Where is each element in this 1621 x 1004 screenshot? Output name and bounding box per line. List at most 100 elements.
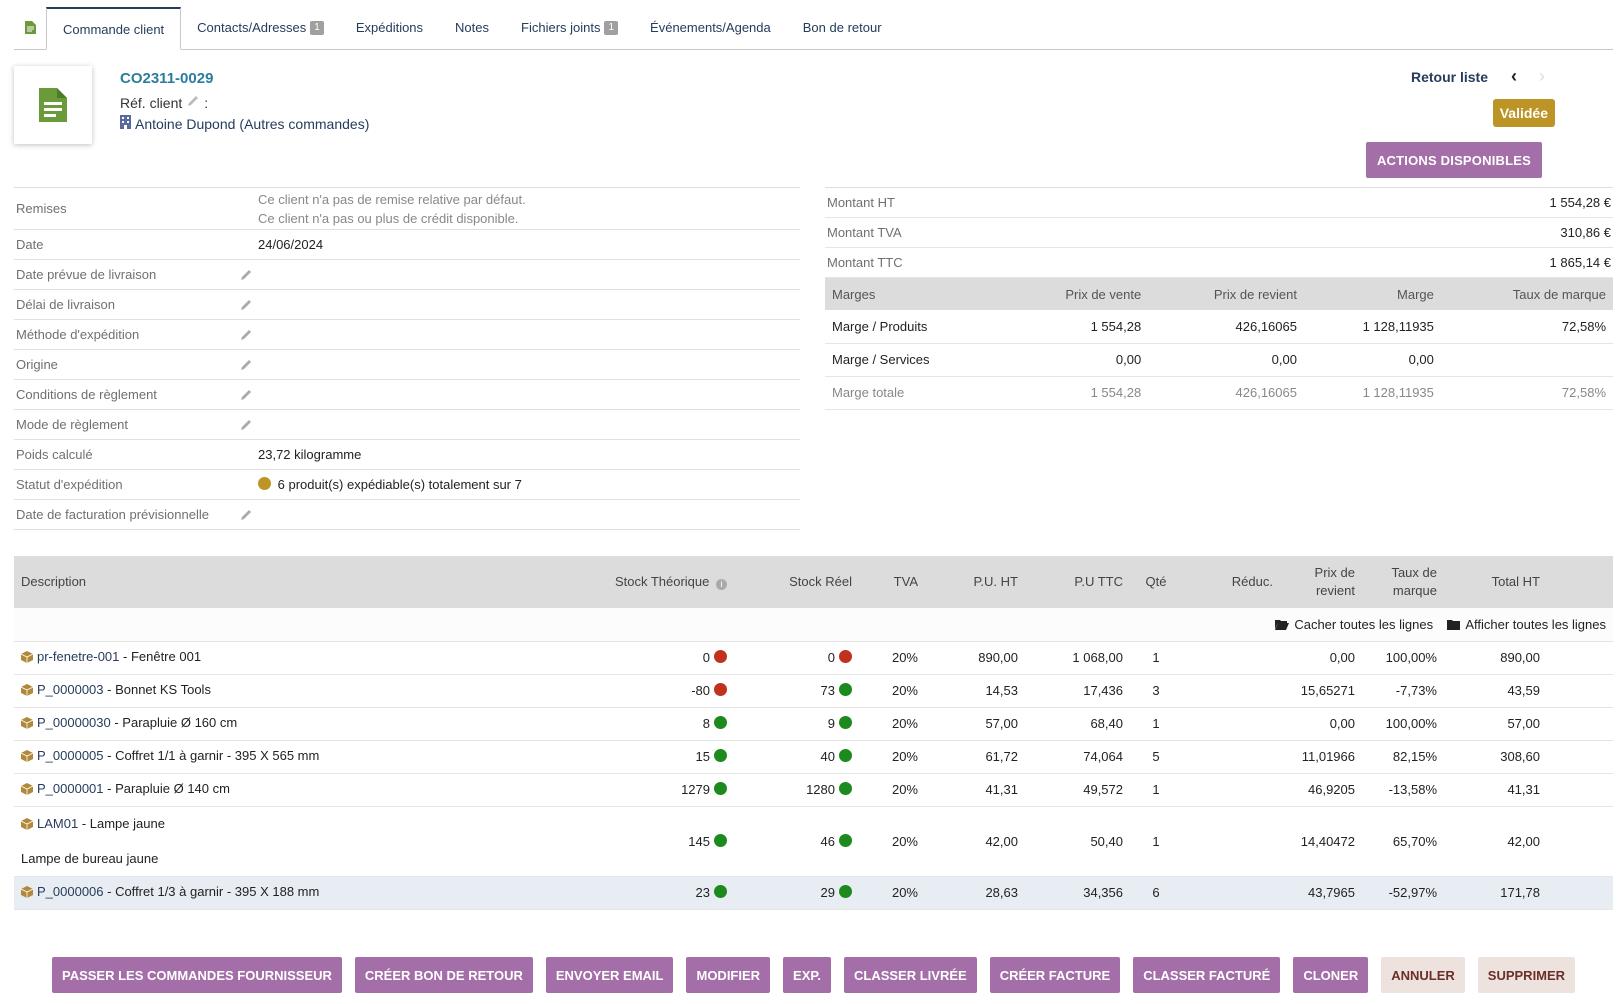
stock-status-dot-icon (714, 833, 727, 847)
back-to-list-link[interactable]: Retour liste (1410, 69, 1488, 85)
table-cell: 14,53 (925, 674, 1025, 708)
table-row: P_0000005 - Coffret 1/1 à garnir - 395 X… (14, 740, 1613, 774)
product-ref-link[interactable]: pr-fenetre-001 (37, 649, 120, 664)
tab-label: Événements/Agenda (650, 20, 771, 35)
stock-status-dot-icon (714, 749, 727, 762)
tab-3[interactable]: Notes (439, 6, 505, 49)
action-button-7[interactable]: CLASSER FACTURÉ (1133, 957, 1281, 993)
tab-4[interactable]: Fichiers joints 1 (505, 6, 634, 49)
product-ref-link[interactable]: P_00000030 (37, 715, 111, 730)
table-cell: 145 (574, 806, 734, 877)
shipping-status-text: 6 produit(s) expédiable(s) totalement su… (277, 477, 522, 492)
product-label: - Bonnet KS Tools (103, 682, 211, 697)
tva: 20% (891, 749, 918, 764)
action-button-6[interactable]: CRÉER FACTURE (989, 957, 1121, 993)
field-label: Remises (16, 201, 67, 216)
table-cell: 61,72 (925, 740, 1025, 774)
amount-value: 310,86 € (1560, 225, 1611, 240)
tab-2[interactable]: Expéditions (340, 6, 439, 49)
total-ht: 308,60 (1500, 749, 1540, 764)
pencil-icon[interactable] (234, 418, 258, 432)
chevron-right-icon[interactable]: › (1539, 66, 1545, 86)
table-cell: 73 (734, 674, 859, 708)
margin-cell: 0,00 (1003, 343, 1149, 377)
table-row: P_00000030 - Parapluie Ø 160 cm 8 9 20% 57,0… (14, 707, 1613, 741)
product-icon (20, 651, 34, 666)
col-qty: Qté (1130, 556, 1182, 608)
product-ref-link[interactable]: LAM01 (37, 816, 79, 831)
table-cell: 23 (574, 876, 734, 910)
other-orders-link[interactable]: (Autres commandes) (239, 115, 370, 132)
stock-status-dot-icon (714, 683, 727, 696)
info-icon[interactable]: i (716, 579, 727, 590)
tab-1[interactable]: Contacts/Adresses 1 (181, 6, 340, 49)
field-shipping-method: Méthode d'expédition (14, 320, 800, 350)
pencil-icon[interactable] (234, 358, 258, 372)
action-button-0[interactable]: PASSER LES COMMANDES FOURNISSEUR (52, 957, 342, 993)
pencil-icon[interactable] (234, 328, 258, 342)
pu-ht: 28,63 (985, 885, 1018, 900)
action-button-10[interactable]: SUPPRIMER (1477, 957, 1576, 993)
order-icon (14, 6, 46, 49)
stock-status-dot-icon (714, 650, 727, 663)
cost: 43,7965 (1308, 885, 1355, 900)
tab-5[interactable]: Événements/Agenda (634, 6, 787, 49)
stock-real: 40 (820, 749, 835, 764)
table-cell: 82,15% (1362, 740, 1444, 774)
thirdparty-link[interactable]: Antoine Dupond (135, 115, 236, 132)
chevron-left-icon[interactable]: ‹ (1511, 66, 1517, 86)
action-button-4[interactable]: EXP. (783, 957, 831, 993)
field-value: 24/06/2024 (258, 237, 324, 252)
field-label: Conditions de règlement (16, 387, 157, 402)
order-fields: Remises Ce client n'a pas de remise rela… (14, 187, 800, 530)
pencil-icon[interactable] (234, 508, 258, 522)
show-all-lines[interactable]: Afficher toutes les lignes (1446, 617, 1606, 632)
tab-0[interactable]: Commande client (46, 7, 182, 50)
qty: 1 (1152, 650, 1160, 665)
table-cell (1182, 641, 1280, 675)
table-cell: 40 (734, 740, 859, 774)
stock-status-dot-icon (714, 716, 727, 729)
amount-value: 1 554,28 € (1549, 195, 1611, 210)
table-cell (1182, 876, 1280, 910)
tab-count-badge: 1 (604, 20, 619, 35)
action-button-9[interactable]: ANNULER (1381, 957, 1465, 993)
field-shipping-status: Statut d'expédition 6 produit(s) expédia… (14, 470, 800, 500)
tab-label: Contacts/Adresses (197, 20, 307, 35)
table-cell: 8 (574, 707, 734, 741)
table-cell: 41,31 (925, 773, 1025, 807)
product-ref-link[interactable]: P_0000003 (37, 682, 104, 697)
table-cell: 34,356 (1025, 876, 1130, 910)
cost: 11,01966 (1301, 749, 1355, 764)
product-label: - Lampe jaune (78, 816, 165, 831)
table-cell: 46 (734, 806, 859, 877)
tab-6[interactable]: Bon de retour (787, 6, 898, 49)
margin-cell: 72,58% (1440, 310, 1613, 344)
action-button-8[interactable]: CLONER (1293, 957, 1369, 993)
pencil-icon[interactable] (234, 268, 258, 282)
available-actions-button[interactable]: ACTIONS DISPONIBLES (1365, 142, 1542, 178)
product-ref-link[interactable]: P_0000005 (37, 748, 104, 763)
action-button-2[interactable]: ENVOYER EMAIL (545, 957, 674, 993)
product-ref-link[interactable]: P_0000001 (37, 781, 104, 796)
margin-cell (1440, 343, 1613, 377)
pencil-icon[interactable] (234, 388, 258, 402)
action-button-3[interactable]: MODIFIER (686, 957, 771, 993)
action-button-1[interactable]: CRÉER BON DE RETOUR (354, 957, 533, 993)
table-cell: LAM01 - Lampe jaune Lampe de bureau jaune (14, 806, 574, 877)
table-cell: 14,40472 (1280, 806, 1362, 877)
table-cell: 20% (859, 707, 925, 741)
margin-cell: Marge totale (825, 376, 1004, 410)
stock-real: 46 (820, 833, 835, 849)
pencil-icon[interactable] (234, 298, 258, 312)
action-button-5[interactable]: CLASSER LIVRÉE (844, 957, 977, 993)
product-ref-link[interactable]: P_0000006 (37, 884, 104, 899)
hide-all-lines[interactable]: Cacher toutes les lignes (1274, 617, 1437, 632)
edit-ref-client-icon[interactable] (186, 94, 200, 111)
stock-theo: -80 (691, 683, 710, 698)
table-cell: P_0000006 - Coffret 1/3 à garnir - 395 X… (14, 876, 574, 910)
cost: 15,65271 (1300, 683, 1355, 698)
table-cell: P_0000003 - Bonnet KS Tools (14, 674, 574, 708)
pu-ttc: 49,572 (1083, 782, 1123, 797)
table-cell: P_00000030 - Parapluie Ø 160 cm (14, 707, 574, 741)
